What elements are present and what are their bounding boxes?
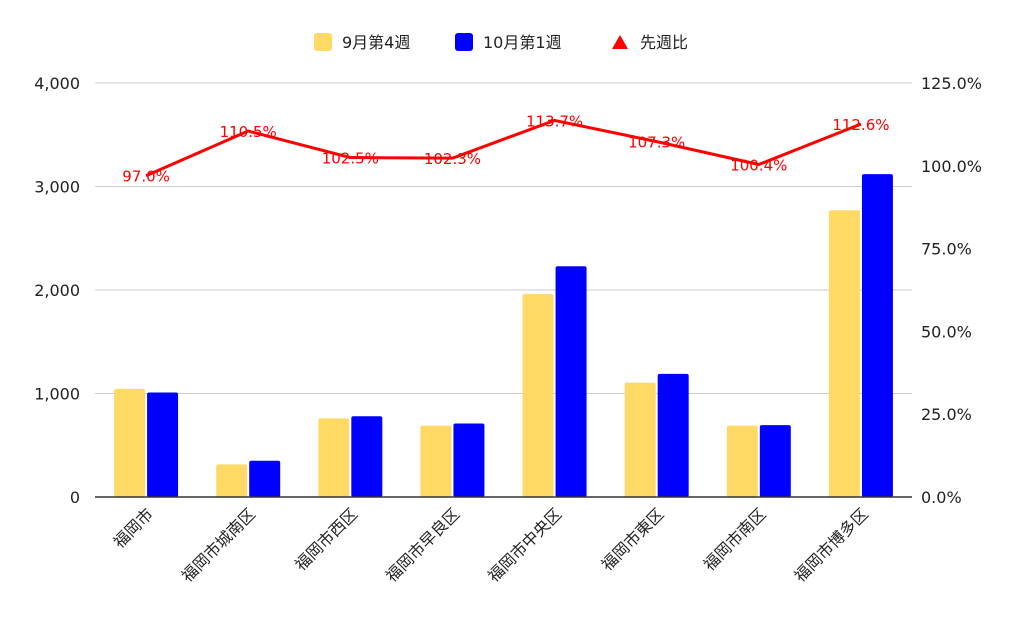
legend-label: 10月第1週 [483,33,562,52]
grid [95,82,912,394]
ratio-data-label: 100.4% [730,156,787,174]
right-tick-label: 100.0% [921,157,982,176]
x-axis: 福岡市 福岡市城南区 福岡市西区 福岡市早良区 福岡市中央区 福岡市東区 福岡市南区 福岡市博… [110,504,872,585]
bar [318,418,350,497]
ratio-data-label: 113.7% [526,112,583,130]
right-tick-label: 25.0% [921,405,972,424]
ratio-data-label: 102.5% [322,150,379,168]
bar [828,210,860,497]
category-label: 福岡市早良区 [382,504,463,585]
category-label: 福岡市 [110,504,157,551]
bar [420,425,452,497]
bars [114,174,893,497]
legend-triangle-icon [612,35,628,49]
left-tick-label: 1,000 [34,385,80,404]
bar [114,388,146,497]
left-tick-label: 0 [70,488,80,507]
ratio-data-label: 112.6% [832,116,889,134]
category-label: 福岡市南区 [700,504,770,574]
bar [555,266,587,497]
ratio-data-label: 110.5% [220,123,277,141]
bar [249,460,281,497]
bar [216,464,248,497]
ratio-polyline [145,118,862,178]
bar [147,392,179,497]
left-tick-label: 2,000 [34,281,80,300]
bar [657,373,689,497]
left-axis: 0 1,000 2,000 3,000 4,000 [34,74,80,507]
bar [726,425,758,497]
legend-swatch [455,33,473,51]
ratio-data-label: 107.3% [628,134,685,152]
legend-label: 9月第4週 [342,33,410,52]
right-tick-label: 0.0% [921,488,962,507]
ratio-data-label: 102.3% [424,150,481,168]
category-label: 福岡市西区 [291,504,361,574]
legend-swatch [314,33,332,51]
left-tick-label: 3,000 [34,178,80,197]
bar [522,294,554,497]
right-tick-label: 50.0% [921,322,972,341]
bar [351,416,383,497]
category-label: 福岡市中央区 [484,504,565,585]
right-tick-label: 75.0% [921,240,972,259]
right-axis: 0.0% 25.0% 50.0% 75.0% 100.0% 125.0% [921,74,982,507]
ratio-data-label: 97.0% [122,168,170,186]
category-label: 福岡市東区 [598,504,668,574]
legend: 9月第4週 10月第1週 先週比 [314,33,688,52]
right-tick-label: 125.0% [921,74,982,93]
bar [861,174,893,497]
ratio-line: 97.0% 110.5% 102.5% 102.3% 113.7% 107.3% 100.4… [122,112,889,185]
bar [759,425,791,497]
bar [453,423,485,497]
category-label: 福岡市博多区 [790,504,871,585]
bar [624,382,656,497]
left-tick-label: 4,000 [34,74,80,93]
legend-label: 先週比 [640,33,688,52]
category-label: 福岡市城南区 [178,504,259,585]
